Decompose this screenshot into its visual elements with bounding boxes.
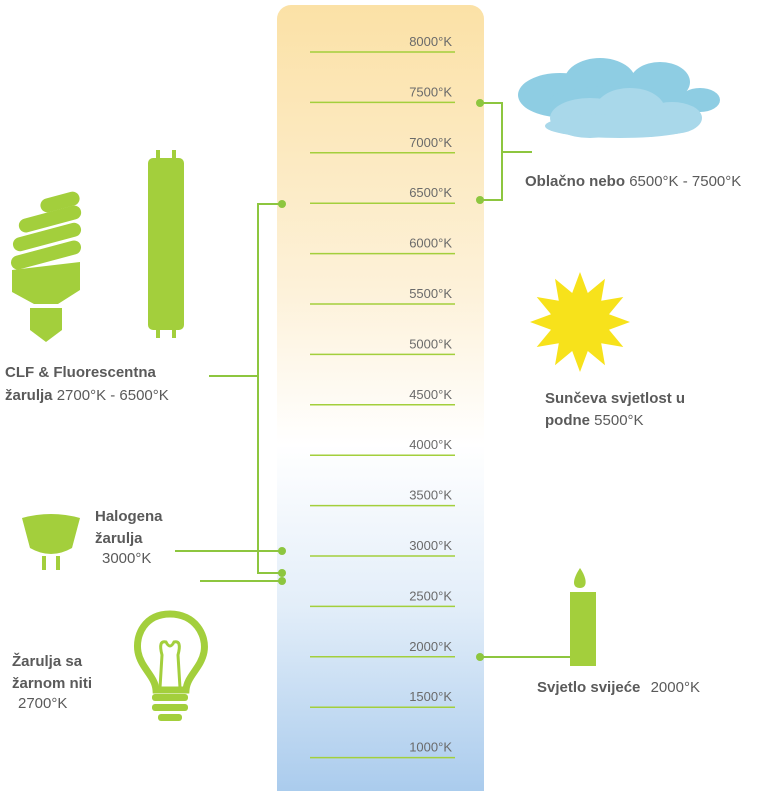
tube-icon (148, 150, 184, 338)
scale-label: 1500°K (409, 689, 452, 704)
halogen-label-2: žarulja (95, 530, 143, 547)
sun-label-2: podne 5500°K (545, 412, 644, 429)
scale-label: 6000°K (409, 236, 452, 251)
halogen-range: 3000°K (102, 550, 151, 567)
sun-icon (530, 272, 630, 372)
scale-label: 1000°K (409, 740, 452, 755)
range: 2700°K - 6500°K (57, 387, 169, 404)
halogen-label: Halogena (95, 508, 163, 525)
infographic: 8000°K 7500°K 7000°K 6500°K 6000°K 5500°K 5000… (0, 0, 779, 791)
sun-label: Sunčeva svjetlost u (545, 390, 685, 407)
candle-icon (570, 568, 596, 666)
scale-label: 5000°K (409, 336, 452, 351)
scale-label: 4000°K (409, 437, 452, 452)
range: 5500°K (594, 412, 643, 429)
scale-label: 7000°K (409, 135, 452, 150)
label: žarulja (5, 387, 53, 404)
scale-label: 2000°K (409, 639, 452, 654)
cloudy-label: Oblačno nebo 6500°K - 7500°K (525, 173, 741, 190)
scale-label: 3000°K (409, 538, 452, 553)
label: Svjetlo svijeće (537, 679, 640, 696)
scale-label: 6500°K (409, 185, 452, 200)
scale-label: 7500°K (409, 84, 452, 99)
label: podne (545, 412, 590, 429)
clf-label-2: žarulja 2700°K - 6500°K (5, 387, 169, 404)
temperature-bar (277, 5, 484, 791)
cfl-icon (9, 190, 82, 342)
bulb-icon (137, 614, 204, 721)
range: 2000°K (651, 679, 700, 696)
incandescent-label: Žarulja sa (12, 652, 83, 670)
clf-label: CLF & Fluorescentna (5, 364, 157, 381)
scale-label: 5500°K (409, 286, 452, 301)
scale-label: 3500°K (409, 488, 452, 503)
scale-label: 8000°K (409, 34, 452, 49)
scale-label: 4500°K (409, 387, 452, 402)
range: 6500°K - 7500°K (629, 173, 741, 190)
incandescent-label-2: žarnom niti (12, 675, 92, 692)
incandescent-range: 2700°K (18, 695, 67, 712)
label: Oblačno nebo (525, 173, 625, 190)
candle-label: Svjetlo svijeće 2000°K (537, 679, 700, 696)
scale-label: 2500°K (409, 588, 452, 603)
halogen-icon (22, 514, 80, 570)
